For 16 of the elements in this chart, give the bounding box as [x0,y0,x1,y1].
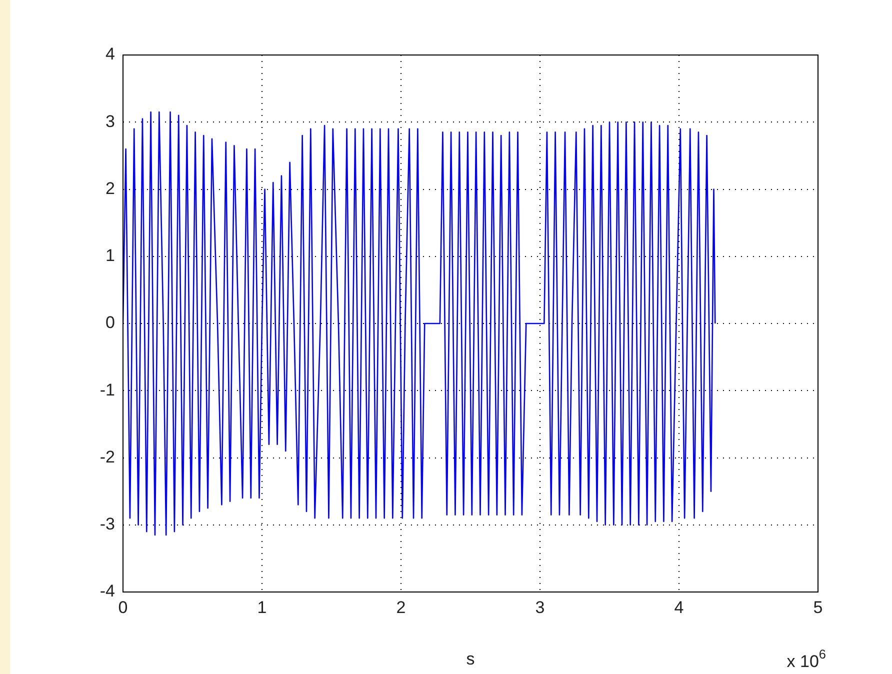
y-tick-label: -3 [100,514,115,534]
x-axis-title: s [466,649,475,668]
y-tick-label: -1 [100,380,115,400]
y-tick-label: -2 [100,447,115,466]
y-tick-label: 0 [106,313,115,332]
y-tick-label: -4 [100,582,115,601]
y-tick-label: 4 [106,44,115,64]
x-tick-label: 5 [813,598,823,617]
x-tick-label: 3 [535,598,545,617]
x-tick-label: 1 [257,598,267,617]
y-tick-label: 1 [106,246,115,266]
y-tick-label: 2 [106,178,115,198]
x-tick-label: 0 [118,598,128,617]
y-tick-label: 3 [106,112,115,131]
x-tick-label: 4 [674,598,684,617]
x-tick-label: 2 [396,598,406,617]
